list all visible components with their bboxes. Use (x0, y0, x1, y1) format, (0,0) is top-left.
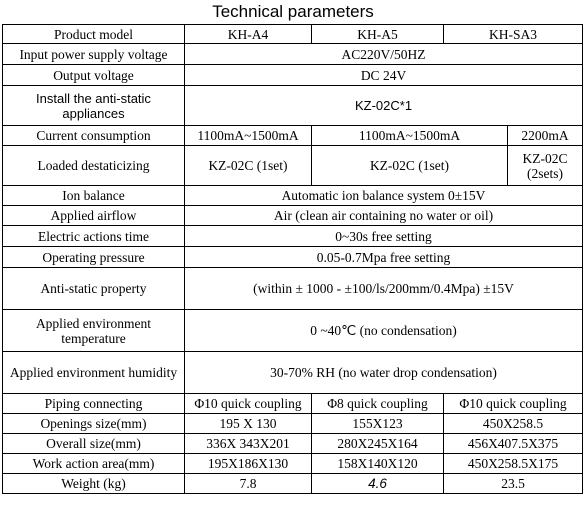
cell-kh-a5: KZ-02C (1set) (311, 145, 508, 186)
cell-kh-sa3: KZ-02C (2sets) (506, 145, 584, 186)
row-label: Piping connecting (2, 393, 185, 414)
table-title: Technical parameters (212, 2, 374, 21)
row-label: Loaded destaticizing (2, 145, 185, 186)
row-label: Openings size(mm) (2, 413, 185, 434)
table-row: Applied airflow Air (clean air containin… (2, 205, 584, 226)
cell-kh-a4: 1100mA~1500mA (184, 125, 312, 146)
row-label: Product model (2, 24, 185, 44)
cell-kh-a4: 336X 343X201 (184, 433, 312, 454)
cell-kh-a4: 195 X 130 (184, 413, 312, 434)
row-label: Overall size(mm) (2, 433, 185, 454)
cell-kh-a5: Φ8 quick coupling (311, 393, 444, 414)
cell-value: 0 ~40℃ (no condensation) (183, 309, 584, 352)
row-label: Install the anti-static appliances (2, 85, 185, 126)
row-label: Anti-static property (2, 267, 185, 310)
cell-kh-a4: KH-A4 (184, 24, 312, 44)
cell-value: (within ± 1000 - ±100/ls/200mm/0.4Mpa) ±… (183, 267, 584, 310)
cell-kh-a5: 1100mA~1500mA (311, 125, 508, 146)
cell-kh-sa3: 2200mA (506, 125, 584, 146)
table-row: Output voltage DC 24V (2, 64, 584, 86)
row-label: Applied environment temperature (2, 309, 185, 352)
cell-kh-sa3: KH-SA3 (442, 24, 584, 44)
cell-kh-sa3: 23.5 (442, 473, 584, 494)
row-label: Output voltage (2, 64, 185, 86)
cell-kh-sa3: 450X258.5X175 (442, 453, 584, 474)
cell-value: AC220V/50HZ (183, 43, 584, 65)
cell-kh-a5: 280X245X164 (311, 433, 444, 454)
cell-kh-sa3: 456X407.5X375 (442, 433, 584, 454)
cell-value: 0.05-0.7Mpa free setting (183, 246, 584, 268)
cell-kh-a5: KH-A5 (311, 24, 444, 44)
cell-kh-a4: 195X186X130 (184, 453, 312, 474)
cell-kh-a4: KZ-02C (1set) (184, 145, 312, 186)
table-row: Work action area(mm) 195X186X130 158X140… (2, 453, 584, 474)
row-label: Weight (kg) (2, 473, 185, 494)
table-row: Install the anti-static appliances KZ-02… (2, 85, 584, 126)
table-row: Piping connecting Φ10 quick coupling Φ8 … (2, 393, 584, 414)
table-row: Input power supply voltage AC220V/50HZ (2, 43, 584, 65)
table-row: Anti-static property (within ± 1000 - ±1… (2, 267, 584, 310)
row-label: Applied airflow (2, 205, 185, 226)
row-label: Current consumption (2, 125, 185, 146)
row-label: Work action area(mm) (2, 453, 185, 474)
row-label: Applied environment humidity (2, 351, 185, 394)
cell-kh-a5: 158X140X120 (311, 453, 444, 474)
cell-kh-sa3: 450X258.5 (442, 413, 584, 434)
table-row: Operating pressure 0.05-0.7Mpa free sett… (2, 246, 584, 268)
row-label: Electric actions time (2, 225, 185, 247)
row-label: Input power supply voltage (2, 43, 185, 65)
cell-kh-a5: 4.6 (311, 473, 444, 494)
cell-value: 30-70% RH (no water drop condensation) (183, 351, 584, 394)
row-label: Operating pressure (2, 246, 185, 268)
cell-kh-a4: 7.8 (184, 473, 312, 494)
table-row: Weight (kg) 7.8 4.6 23.5 (2, 473, 584, 494)
cell-value: DC 24V (183, 64, 584, 86)
cell-value: KZ-02C*1 (183, 85, 584, 126)
table-row: Openings size(mm) 195 X 130 155X123 450X… (2, 413, 584, 434)
table-row: Current consumption 1100mA~1500mA 1100mA… (2, 125, 584, 146)
table-row: Ion balance Automatic ion balance system… (2, 185, 584, 206)
table-row: Product model KH-A4 KH-A5 KH-SA3 (2, 24, 584, 44)
cell-kh-a4: Φ10 quick coupling (184, 393, 312, 414)
table-row: Applied environment humidity 30-70% RH (… (2, 351, 584, 394)
table-row: Overall size(mm) 336X 343X201 280X245X16… (2, 433, 584, 454)
table-row: Loaded destaticizing KZ-02C (1set) KZ-02… (2, 145, 584, 186)
cell-value: 0~30s free setting (183, 225, 584, 247)
row-label: Ion balance (2, 185, 185, 206)
cell-kh-a5: 155X123 (311, 413, 444, 434)
cell-value: Automatic ion balance system 0±15V (183, 185, 584, 206)
cell-value: Air (clean air containing no water or oi… (183, 205, 584, 226)
technical-parameters-table: Product model KH-A4 KH-A5 KH-SA3 Input p… (2, 24, 584, 494)
table-row: Electric actions time 0~30s free setting (2, 225, 584, 247)
table-row: Applied environment temperature 0 ~40℃ (… (2, 309, 584, 352)
cell-kh-sa3: Φ10 quick coupling (442, 393, 584, 414)
